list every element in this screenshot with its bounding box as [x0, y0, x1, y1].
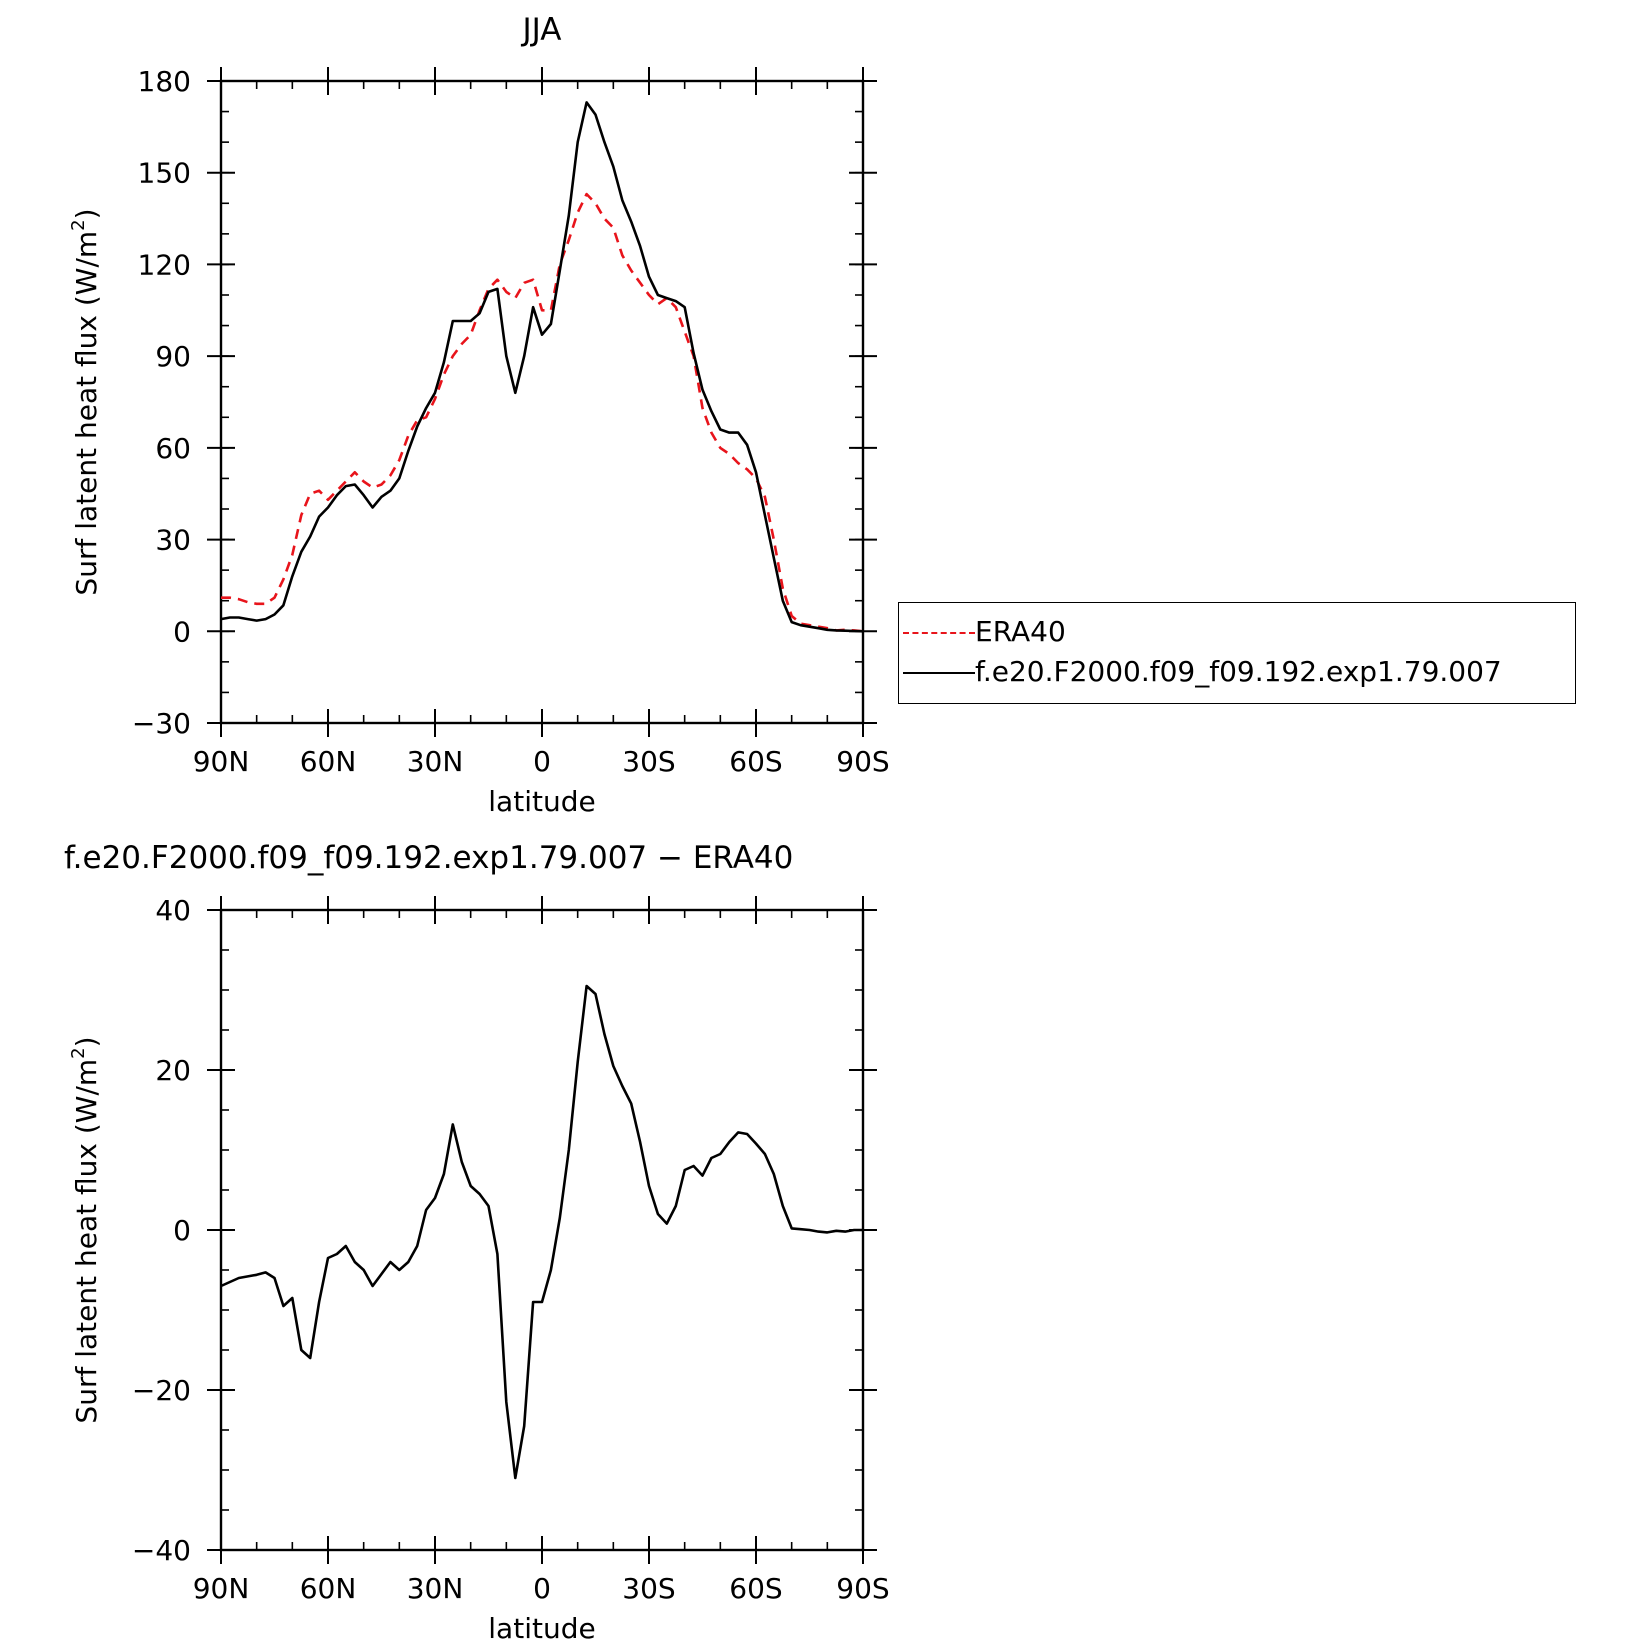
diff-chart-title: f.e20.F2000.f09_f09.192.exp1.79.007 − ER… [64, 840, 793, 876]
diff-y-axis-label-main: Surf latent heat flux (W/m [70, 1059, 103, 1424]
top-chart-title: JJA [521, 12, 562, 48]
diff-series-line-difference [220, 984, 863, 1480]
top-x-tick-label: 60S [729, 745, 782, 778]
top-x-axis-label: latitude [488, 785, 595, 818]
diff-x-tick-label: 60N [300, 1572, 357, 1605]
top-x-tick-label: 30N [407, 745, 464, 778]
legend: ERA40 f.e20.F2000.f09_f09.192.exp1.79.00… [898, 602, 1576, 704]
diff-y-axis-label-sup: 2 [68, 1047, 89, 1058]
top-x-tick-label: 60N [300, 745, 357, 778]
legend-item-model: f.e20.F2000.f09_f09.192.exp1.79.007 [899, 653, 1575, 693]
top-y-tick-label: 30 [155, 524, 191, 557]
diff-y-axis-label: Surf latent heat flux (W/m2) [68, 1036, 103, 1423]
top-x-tick-label: 90S [836, 745, 889, 778]
top-y-axis-label-tail: ) [70, 208, 103, 219]
top-y-axis-label: Surf latent heat flux (W/m2) [68, 208, 103, 595]
diff-x-tick-label: 30S [622, 1572, 675, 1605]
diff-y-tick-label: 20 [155, 1054, 191, 1087]
top-y-tick-label: 0 [173, 615, 191, 648]
diff-y-axis-label-tail: ) [70, 1036, 103, 1047]
legend-swatch-era40 [903, 632, 975, 634]
diff-panel: 90N 60N 30N 0 30S 60S 90S −40 −20 0 20 40 f.e20.F200… [64, 840, 890, 1641]
diff-y-tick-label: −20 [132, 1374, 191, 1407]
top-y-tick-label: 180 [138, 65, 191, 98]
top-y-tick-label: −30 [132, 707, 191, 740]
diff-y-tick-label: 40 [155, 894, 191, 927]
diff-x-tick-label: 90S [836, 1572, 889, 1605]
top-y-tick-label: 60 [155, 432, 191, 465]
diff-x-tick-label: 60S [729, 1572, 782, 1605]
diff-y-tick-label: 0 [173, 1214, 191, 1247]
top-y-tick-label: 90 [155, 340, 191, 373]
top-panel: 90N 60N 30N 0 30S 60S 90S −30 0 30 60 90 120 150 180 JJ… [68, 12, 890, 818]
legend-label-model: f.e20.F2000.f09_f09.192.exp1.79.007 [975, 655, 1502, 688]
top-series-line-era40 [221, 192, 864, 633]
top-x-tick-label: 30S [622, 745, 675, 778]
diff-y-tick-label: −40 [132, 1534, 191, 1567]
diff-x-tick-label: 0 [533, 1572, 551, 1605]
legend-label-era40: ERA40 [975, 615, 1066, 648]
legend-swatch-model [903, 672, 975, 674]
top-y-tick-label: 120 [138, 248, 191, 281]
top-y-tick-label: 150 [138, 157, 191, 190]
top-series-line-f-e20-f2000-f09-f09-192-exp1-79-007 [220, 101, 864, 633]
diff-x-tick-label: 30N [407, 1572, 464, 1605]
top-plot-frame [219, 79, 865, 725]
diff-x-tick-label: 90N [193, 1572, 250, 1605]
top-y-axis-label-main: Surf latent heat flux (W/m [70, 231, 103, 596]
diff-x-axis-label: latitude [488, 1612, 595, 1641]
legend-item-era40: ERA40 [899, 613, 1575, 653]
top-x-tick-label: 90N [193, 745, 250, 778]
top-y-axis-label-sup: 2 [68, 219, 89, 230]
diff-plot-frame [219, 908, 865, 1552]
top-x-tick-label: 0 [533, 745, 551, 778]
